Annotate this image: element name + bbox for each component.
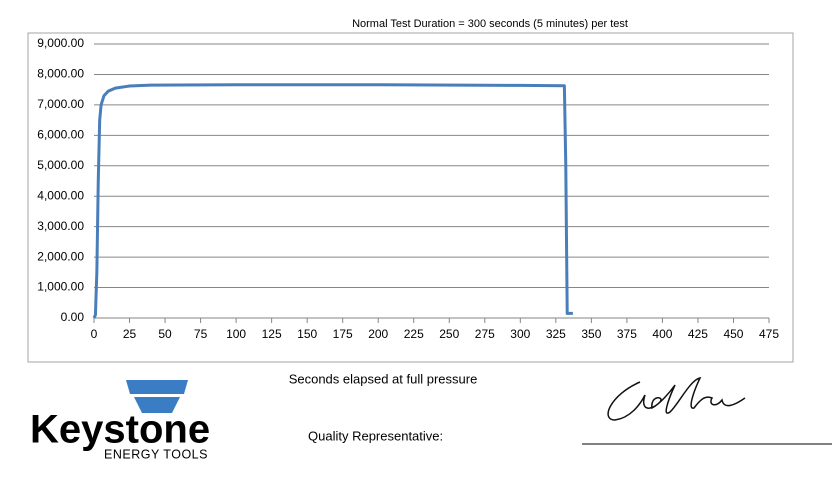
y-tick-label: 3,000.00 (37, 219, 84, 233)
x-axis-label: Seconds elapsed at full pressure (289, 371, 478, 386)
chart-title: Normal Test Duration = 300 seconds (5 mi… (352, 18, 628, 30)
logo-shape-top (126, 380, 188, 394)
logo-tagline: ENERGY TOOLS (104, 447, 208, 461)
x-tick-label: 325 (546, 327, 566, 341)
x-tick-label: 450 (723, 327, 743, 341)
x-tick-label: 100 (226, 327, 246, 341)
y-tick-label: 1,000.00 (37, 280, 84, 294)
chart-frame (27, 32, 794, 363)
y-tick-label: 4,000.00 (37, 188, 84, 202)
logo-name: Keystone (30, 408, 210, 452)
x-tick-label: 75 (194, 327, 208, 341)
x-tick-label: 300 (510, 327, 530, 341)
x-tick-label: 0 (91, 327, 98, 341)
y-tick-label: 9,000.00 (37, 36, 84, 50)
x-tick-label: 125 (262, 327, 282, 341)
x-tick-label: 475 (759, 327, 779, 341)
x-tick-label: 275 (475, 327, 495, 341)
x-tick-label: 25 (123, 327, 137, 341)
y-tick-label: 5,000.00 (37, 158, 84, 172)
x-tick-label: 150 (297, 327, 317, 341)
y-tick-label: 2,000.00 (37, 249, 84, 263)
x-tick-label: 425 (688, 327, 708, 341)
x-tick-label: 225 (404, 327, 424, 341)
y-tick-label: 8,000.00 (37, 67, 84, 81)
logo: Keystone ENERGY TOOLS (30, 380, 210, 461)
x-tick-label: 175 (333, 327, 353, 341)
x-tick-label: 250 (439, 327, 459, 341)
y-tick-label: 6,000.00 (37, 128, 84, 142)
y-tick-label: 7,000.00 (37, 97, 84, 111)
x-tick-label: 50 (158, 327, 172, 341)
x-tick-label: 375 (617, 327, 637, 341)
signature (607, 376, 746, 421)
logo-shape-bottom (134, 397, 180, 413)
x-tick-label: 350 (581, 327, 601, 341)
data-line (92, 83, 573, 319)
x-tick-label: 200 (368, 327, 388, 341)
x-tick-label: 400 (652, 327, 672, 341)
y-tick-label: 0.00 (61, 310, 85, 324)
signature-label: Quality Representative: (308, 428, 443, 443)
